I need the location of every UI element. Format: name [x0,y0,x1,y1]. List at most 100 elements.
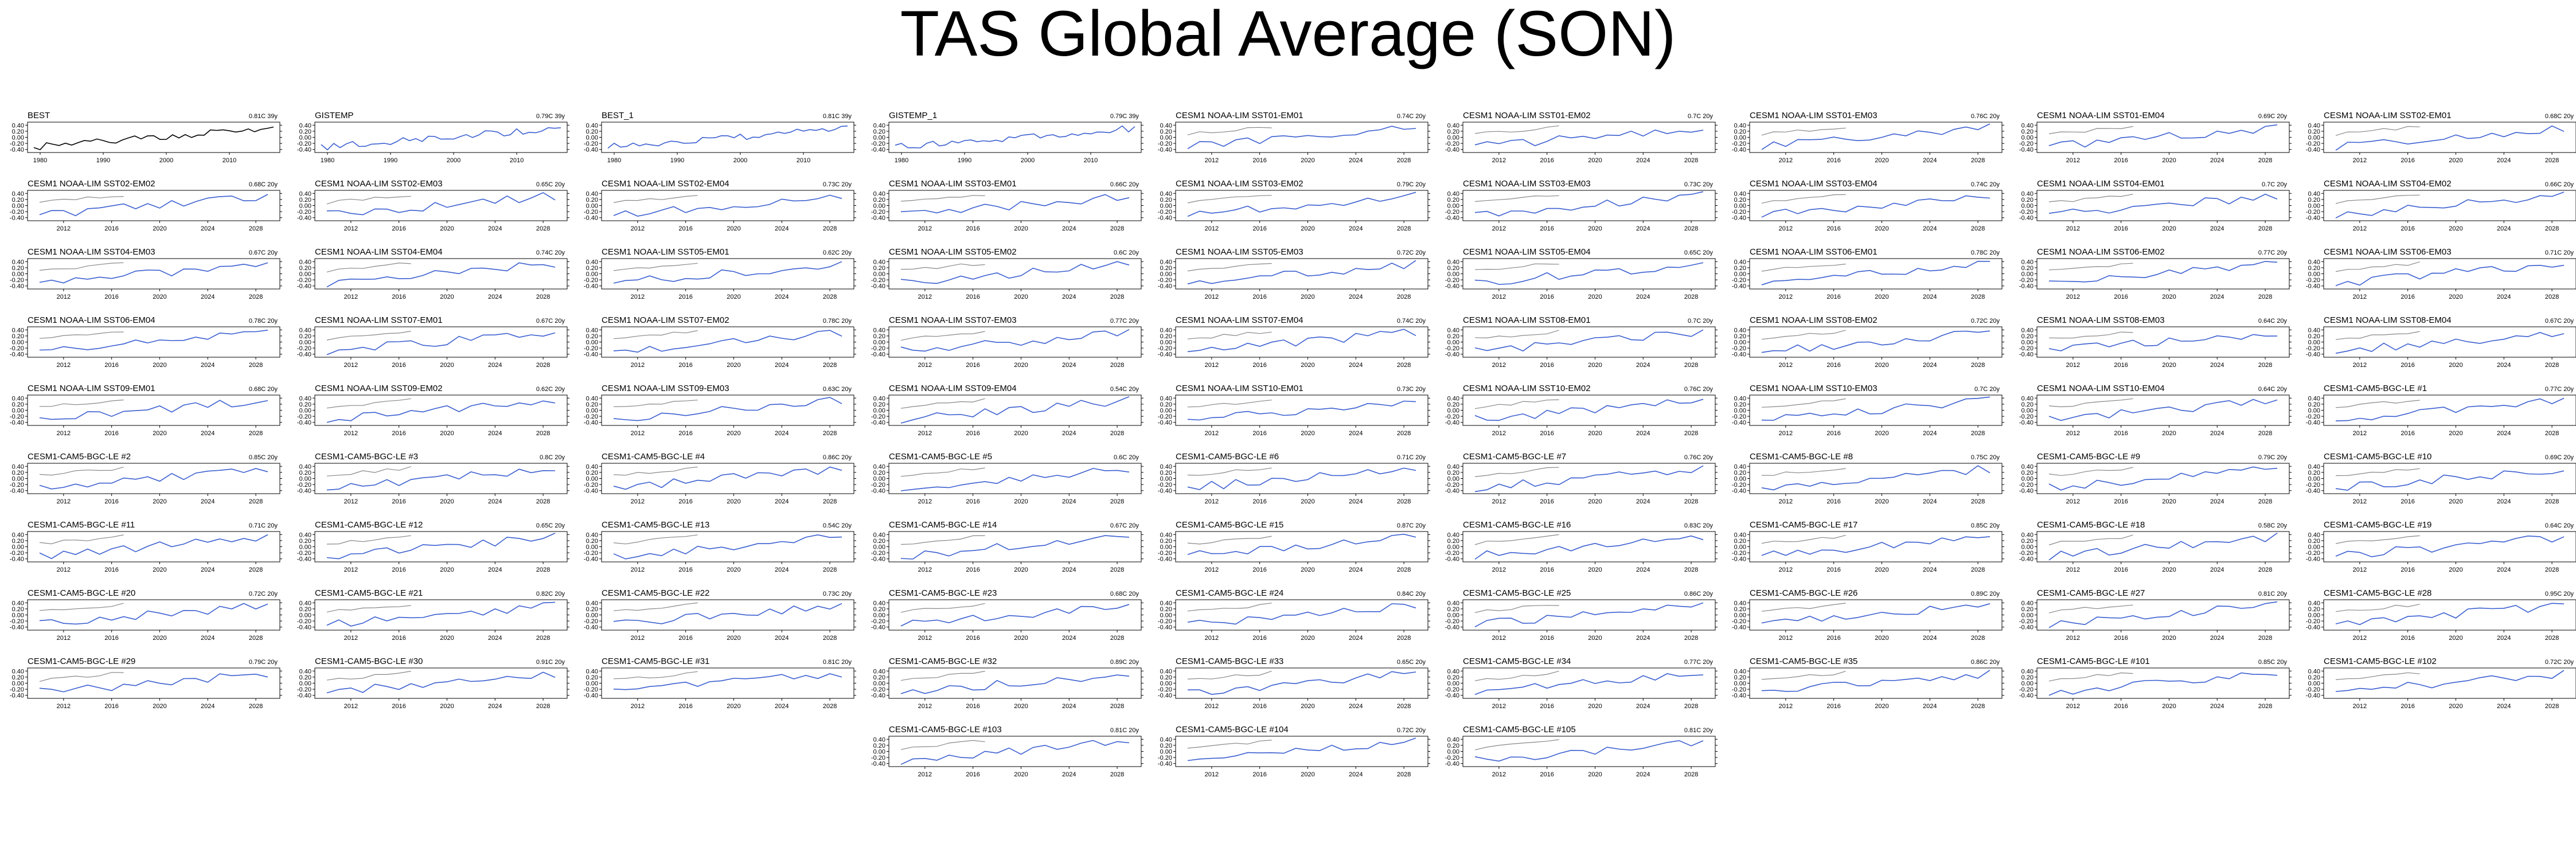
y-tick-label: -0.20 [297,482,311,489]
series-line [613,534,842,560]
x-tick-label: 2020 [727,430,740,437]
plot-frame [314,394,568,426]
y-tick-label: 0.40 [2021,463,2034,470]
y-tick-label: 0.00 [299,681,311,687]
x-tick-label: 2024 [201,362,214,369]
x-tick-label: 2028 [823,225,837,232]
panel: CESM1 NOAA-LIM SST09-EM04 0.54C 20y0.400.… [871,384,1143,437]
panel: CESM1 NOAA-LIM SST07-EM04 0.74C 20y0.400.… [1158,315,1430,369]
x-tick-label: 2024 [1923,157,1937,164]
y-tick-label: -0.40 [584,693,598,700]
y-tick-label: -0.40 [2306,624,2320,631]
y-tick-label: -0.40 [1445,147,1459,154]
observed-overlay-line [2048,534,2133,546]
x-tick-label: 1980 [607,157,621,164]
plot-frame [27,394,280,426]
observed-overlay-line [39,262,124,271]
x-tick-label: 2012 [1492,362,1506,369]
x-tick-label: 2012 [2353,157,2367,164]
y-tick-label: 0.20 [299,333,311,340]
panel: CESM1 NOAA-LIM SST01-EM02 0.7C 20y 0.400.2… [1445,111,1718,164]
panel-trend-label: 0.64C 20y [2258,318,2288,325]
observed-overlay-line [2048,194,2133,202]
panel-title: CESM1-CAM5-BGC-LE #18 [2037,520,2145,530]
plot-frame [601,326,854,358]
x-tick-label: 2020 [1014,635,1028,642]
x-tick-label: 2020 [2162,294,2176,300]
series-line [900,261,1130,284]
series-line [900,468,1130,491]
x-tick-label: 2024 [1349,294,1363,300]
x-tick-label: 2012 [1205,430,1219,437]
x-tick-label: 2012 [344,498,358,505]
y-tick-label: -0.40 [1732,556,1746,563]
panel-trend-label: 0.76C 20y [1684,454,1714,461]
x-tick-label: 2016 [1826,703,1840,710]
observed-overlay-line [900,740,985,750]
series-line [1188,671,1416,695]
y-tick-label: 0.20 [299,606,311,613]
x-tick-label: 2016 [2114,157,2128,164]
x-tick-label: 2024 [1062,771,1076,778]
panel: CESM1 NOAA-LIM SST10-EM03 0.7C 20y 0.400.2… [1732,384,2004,437]
y-tick-label: -0.20 [1445,209,1459,216]
plot-frame [314,531,568,562]
x-tick-label: 2020 [727,635,740,642]
x-tick-label: 2028 [249,430,263,437]
plot-frame [27,667,280,699]
y-tick-label: 0.20 [2308,265,2320,272]
y-tick-label: 0.20 [1447,401,1459,408]
x-tick-label: 2012 [1205,157,1219,164]
y-tick-label: 0.00 [2021,135,2034,142]
x-tick-label: 2016 [392,225,405,232]
y-tick-label: -0.20 [1732,277,1746,284]
y-tick-label: 0.00 [2021,476,2034,483]
x-tick-label: 2028 [1684,157,1698,164]
panel-title: CESM1 NOAA-LIM SST06-EM03 [2324,247,2452,257]
y-tick-label: 0.20 [2308,470,2320,476]
y-tick-label: 0.20 [586,674,598,681]
panel-title: CESM1-CAM5-BGC-LE #103 [889,725,1002,734]
observed-overlay-line [613,195,698,203]
y-tick-label: 0.40 [2308,122,2320,129]
panel: CESM1 NOAA-LIM SST01-EM04 0.69C 20y0.400.… [2019,111,2292,164]
series-line [39,468,268,490]
x-tick-label: 2028 [1971,157,1985,164]
plot-frame [27,463,280,494]
y-tick-label: 0.20 [1447,197,1459,204]
plot-frame [1462,190,1716,221]
y-tick-label: 0.20 [1734,470,1746,476]
y-tick-label: -0.20 [2306,618,2320,625]
x-tick-label: 2016 [2114,635,2128,642]
y-tick-label: -0.20 [2306,413,2320,420]
panel-title: CESM1 NOAA-LIM SST01-EM04 [2037,111,2165,120]
panel: CESM1-CAM5-BGC-LE #101 0.85C 20y 0.400.200… [2019,657,2292,710]
x-tick-label: 2024 [488,430,502,437]
y-tick-label: 0.20 [2021,538,2034,545]
y-tick-label: 0.00 [1160,135,1172,142]
observed-overlay-line [2048,672,2133,682]
observed-overlay-line [1474,399,1559,409]
panel-title: CESM1-CAM5-BGC-LE #6 [1176,452,1279,462]
y-tick-label: 0.00 [12,681,24,687]
y-tick-label: 0.40 [1447,463,1459,470]
y-tick-label: -0.20 [2019,209,2034,216]
x-tick-label: 2028 [1684,771,1698,778]
x-tick-label: 2024 [1636,362,1650,369]
x-tick-label: 2024 [1349,566,1363,573]
x-tick-label: 2024 [775,703,789,710]
series-line [2335,535,2565,557]
x-tick-label: 2028 [249,566,263,573]
plot-frame [1749,258,2003,290]
panel: CESM1-CAM5-BGC-LE #17 0.85C 20y 0.400.200.… [1732,520,2004,573]
x-tick-label: 2012 [2066,430,2080,437]
y-tick-label: 0.00 [2021,612,2034,619]
y-tick-label: -0.20 [2019,140,2034,147]
y-tick-label: 0.20 [2021,197,2034,204]
x-tick-label: 2024 [1636,294,1650,300]
plot-frame [314,326,568,358]
x-tick-label: 2024 [201,566,214,573]
panel: CESM1 NOAA-LIM SST02-EM02 0.68C 20y0.400.… [10,179,282,232]
y-tick-label: 0.00 [12,408,24,415]
